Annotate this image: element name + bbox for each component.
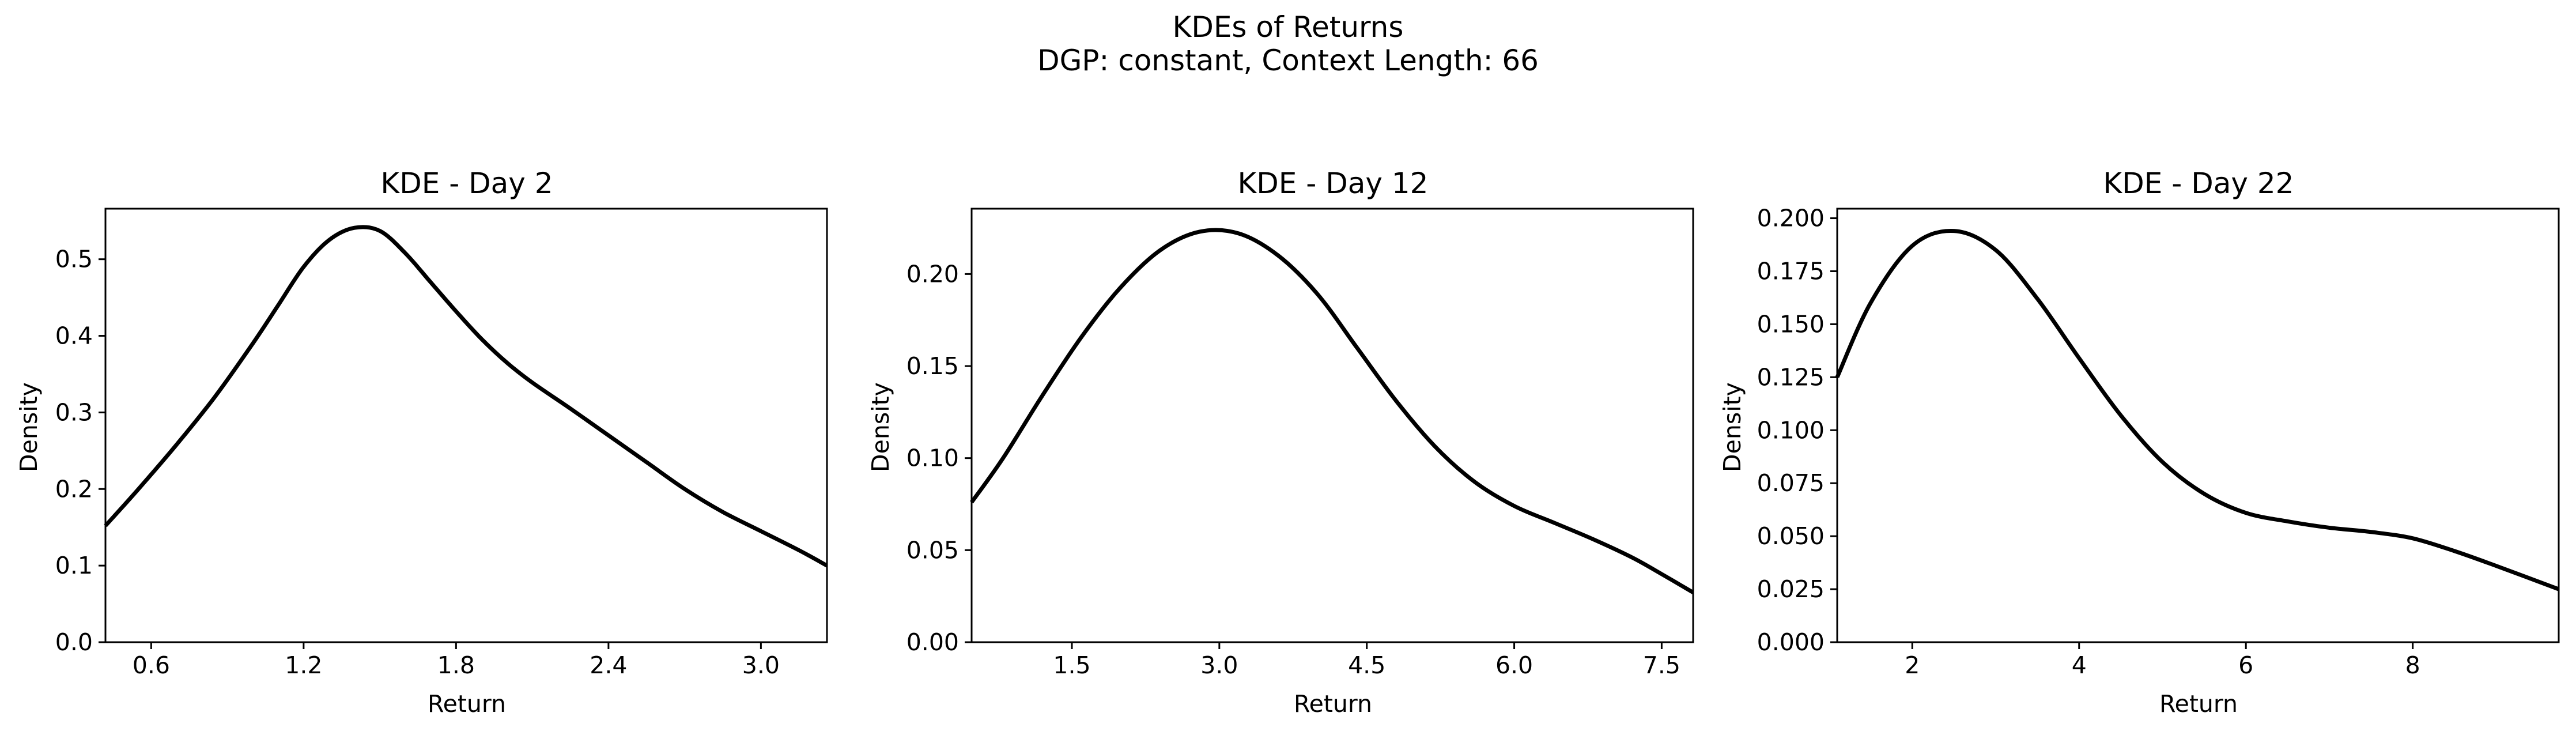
subplot-title: KDE - Day 2 — [380, 167, 553, 200]
x-tick-label: 6.0 — [1495, 651, 1533, 679]
y-tick-label: 0.00 — [906, 628, 959, 656]
x-tick-label: 4.5 — [1348, 651, 1385, 679]
y-tick-label: 0.15 — [906, 352, 959, 380]
x-tick-label: 1.8 — [437, 651, 475, 679]
y-axis-label: Density — [15, 382, 43, 472]
x-tick-label: 2.4 — [590, 651, 627, 679]
figure-title: KDEs of Returns — [1173, 10, 1404, 44]
y-tick-label: 0.025 — [1757, 575, 1825, 603]
x-axis-label: Return — [1294, 690, 1372, 718]
y-ticks: 0.00 0.05 0.10 0.15 0.20 — [906, 260, 972, 656]
y-tick-label: 0.200 — [1757, 205, 1825, 232]
y-tick-label: 0.0 — [55, 628, 93, 656]
y-tick-label: 0.1 — [55, 552, 93, 579]
subplot-title: KDE - Day 22 — [2103, 167, 2294, 200]
y-ticks: 0.000 0.025 0.050 0.075 0.100 0.125 0.150 0.175… — [1757, 205, 1837, 656]
y-ticks: 0.0 0.1 0.2 0.3 0.4 0.5 — [55, 246, 105, 656]
subplot-day-12: KDE - Day 12 Return Density 1.5 3.0 4.5 6.0… — [867, 167, 1694, 718]
y-tick-label: 0.10 — [906, 444, 959, 472]
x-tick-label: 1.5 — [1053, 651, 1090, 679]
y-tick-label: 0.000 — [1757, 628, 1825, 656]
y-tick-label: 0.100 — [1757, 416, 1825, 444]
subplot-day-2: KDE - Day 2 Return Density 0.6 1.2 1.8 2.4 3… — [15, 167, 828, 718]
y-axis-label: Density — [867, 382, 894, 472]
y-tick-label: 0.125 — [1757, 363, 1825, 391]
y-tick-label: 0.5 — [55, 246, 93, 273]
x-tick-label: 4 — [2072, 651, 2087, 679]
y-tick-label: 0.2 — [55, 475, 93, 503]
y-tick-label: 0.175 — [1757, 257, 1825, 285]
y-axis-label: Density — [1718, 382, 1746, 472]
kde-curve — [1835, 228, 2560, 591]
x-ticks: 0.6 1.2 1.8 2.4 3.0 — [133, 642, 780, 679]
subplot-title: KDE - Day 12 — [1238, 167, 1429, 200]
y-tick-label: 0.150 — [1757, 310, 1825, 338]
axes-frame — [970, 208, 1694, 643]
x-tick-label: 2 — [1905, 651, 1920, 679]
x-ticks: 1.5 3.0 4.5 6.0 7.5 — [1053, 642, 1680, 679]
y-tick-label: 0.05 — [906, 536, 959, 564]
figure-subtitle: DGP: constant, Context Length: 66 — [1037, 44, 1539, 77]
y-tick-label: 0.075 — [1757, 469, 1825, 497]
x-axis-label: Return — [2159, 690, 2238, 718]
x-tick-label: 3.0 — [1200, 651, 1238, 679]
y-tick-label: 0.4 — [55, 322, 93, 350]
x-axis-label: Return — [428, 690, 506, 718]
y-tick-label: 0.3 — [55, 398, 93, 426]
axes-frame — [104, 208, 828, 643]
axes-frame — [1836, 208, 2560, 643]
x-tick-label: 0.6 — [133, 651, 170, 679]
kde-curve — [104, 225, 828, 568]
x-tick-label: 1.2 — [285, 651, 322, 679]
y-tick-label: 0.20 — [906, 260, 959, 288]
x-tick-label: 3.0 — [742, 651, 780, 679]
y-tick-label: 0.050 — [1757, 522, 1825, 550]
kde-curve — [970, 228, 1694, 594]
x-tick-label: 7.5 — [1643, 651, 1680, 679]
x-ticks: 2 4 6 8 — [1905, 642, 2420, 679]
x-tick-label: 6 — [2238, 651, 2253, 679]
x-tick-label: 8 — [2405, 651, 2420, 679]
